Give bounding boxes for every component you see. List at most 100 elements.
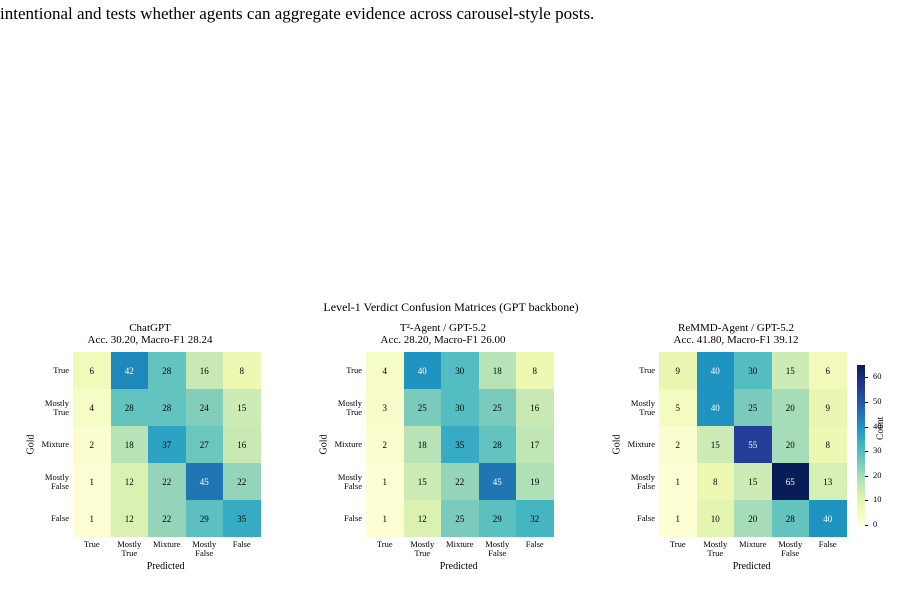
column-tick-label: Mostly True: [703, 539, 728, 558]
row-tick-label: Mostly False: [44, 471, 69, 491]
heatmap-cell: 27: [185, 426, 223, 463]
heatmap-cell: 55: [734, 426, 772, 463]
heatmap-cell: 28: [478, 426, 516, 463]
heatmap-cell: 22: [148, 463, 186, 500]
heatmap-cell: 4: [73, 389, 111, 426]
colorbar-tick-mark: [865, 401, 868, 403]
heatmap-cell: 16: [223, 426, 261, 463]
column-tick-label: Mostly False: [778, 539, 803, 558]
y-axis-label: Gold: [318, 434, 330, 454]
heatmap-cell: 4: [366, 352, 404, 389]
column-tick-label: Mostly False: [485, 539, 510, 558]
heatmap-cell: 22: [223, 463, 261, 500]
column-tick-label: Mostly True: [117, 539, 142, 558]
panel-title-name: ReMMD-Agent / GPT-5.2: [677, 322, 794, 334]
row-tick-label: Mostly True: [630, 397, 655, 417]
heatmap-cell: 15: [771, 352, 809, 389]
heatmap-cell: 35: [223, 500, 261, 537]
column-tick-label: Mixture: [739, 539, 767, 549]
row-tick-label: Mostly True: [44, 397, 69, 417]
heatmap-cell: 16: [185, 352, 223, 389]
heatmap-cell: 9: [809, 389, 847, 426]
heatmap-cell: 42: [110, 352, 148, 389]
heatmap-cell: 1: [366, 500, 404, 537]
heatmap-cell: 6: [73, 352, 111, 389]
row-tick-label: False: [637, 513, 655, 523]
panel-title-metrics: Acc. 28.20, Macro-F1 26.00: [380, 334, 506, 346]
heatmap-panel-3: ReMMD-Agent / GPT-5.2 Acc. 41.80, Macro-F…: [586, 320, 886, 582]
row-tick-label: Mixture: [334, 439, 362, 449]
heatmap-cell: 28: [771, 500, 809, 537]
column-tick-label: Mostly True: [410, 539, 435, 558]
heatmap-cell: 15: [403, 463, 441, 500]
row-tick-label: Mostly True: [337, 397, 362, 417]
heatmap-cell: 35: [441, 426, 479, 463]
heatmap-cell: 2: [73, 426, 111, 463]
panel-title-metrics: Acc. 30.20, Macro-F1 28.24: [87, 334, 213, 346]
colorbar-tick-mark: [865, 426, 868, 428]
heatmap-cell: 30: [441, 352, 479, 389]
column-tick-label: True: [669, 539, 686, 549]
row-tick-label: True: [346, 365, 362, 375]
heatmap-cell: 40: [696, 352, 734, 389]
colorbar: [857, 365, 865, 525]
column-tick-label: False: [525, 539, 544, 549]
heatmap-cell: 3: [366, 389, 404, 426]
colorbar-tick-label: 40: [873, 420, 882, 431]
row-tick-label: False: [344, 513, 362, 523]
heatmap-cell: 1: [659, 500, 697, 537]
heatmap-cell: 29: [185, 500, 223, 537]
heatmap-cell: 10: [696, 500, 734, 537]
heatmap-cell: 30: [441, 389, 479, 426]
heatmap-cell: 45: [185, 463, 223, 500]
colorbar-label: Count: [876, 416, 886, 440]
column-tick-label: True: [83, 539, 100, 549]
panel-title: T²-Agent / GPT-5.2 Acc. 28.20, Macro-F1 2…: [293, 322, 593, 346]
heatmap-cell: 1: [73, 463, 111, 500]
heatmap-cell: 29: [478, 500, 516, 537]
x-axis-label: Predicted: [439, 561, 478, 572]
heatmap-cell: 28: [110, 389, 148, 426]
heatmap-cell: 25: [734, 389, 772, 426]
heatmap-cell: 15: [223, 389, 261, 426]
row-tick-label: True: [639, 365, 655, 375]
heatmap-cell: 40: [403, 352, 441, 389]
x-axis-label: Predicted: [146, 561, 185, 572]
heatmap-cell: 65: [771, 463, 809, 500]
colorbar-tick-mark: [865, 500, 868, 502]
y-axis-label: Gold: [611, 434, 623, 454]
heatmap-cell: 30: [734, 352, 772, 389]
heatmap-cell: 15: [696, 426, 734, 463]
heatmap-cell: 12: [110, 500, 148, 537]
colorbar-tick-label: 50: [873, 395, 882, 406]
heatmap-cell: 19: [516, 463, 554, 500]
panel-title-name: T²-Agent / GPT-5.2: [399, 322, 487, 334]
column-tick-label: Mostly False: [192, 539, 217, 558]
heatmap-cell: 13: [809, 463, 847, 500]
heatmap-cell: 25: [403, 389, 441, 426]
column-tick-label: Mixture: [446, 539, 474, 549]
heatmap-cell: 40: [696, 389, 734, 426]
colorbar-tick-label: 20: [873, 469, 882, 480]
heatmap-cell: 28: [148, 352, 186, 389]
heatmap-cell: 1: [366, 463, 404, 500]
heatmap-cell: 18: [478, 352, 516, 389]
heatmap-cell: 9: [659, 352, 697, 389]
heatmap-cell: 37: [148, 426, 186, 463]
heatmap-cell: 8: [223, 352, 261, 389]
heatmap-cell: 20: [734, 500, 772, 537]
panel-title: ChatGPT Acc. 30.20, Macro-F1 28.24: [0, 322, 300, 346]
heatmap-cell: 2: [366, 426, 404, 463]
colorbar-tick-mark: [865, 377, 868, 379]
colorbar-tick-mark: [865, 475, 868, 477]
heatmap-cell: 5: [659, 389, 697, 426]
heatmap-cell: 6: [809, 352, 847, 389]
y-axis-label: Gold: [25, 434, 37, 454]
heatmap-cell: 12: [403, 500, 441, 537]
column-tick-label: True: [376, 539, 393, 549]
heatmap-cell: 25: [478, 389, 516, 426]
panel-title-metrics: Acc. 41.80, Macro-F1 39.12: [673, 334, 799, 346]
heatmap-cell: 17: [516, 426, 554, 463]
row-tick-label: True: [53, 365, 69, 375]
colorbar-tick-mark: [865, 525, 868, 526]
